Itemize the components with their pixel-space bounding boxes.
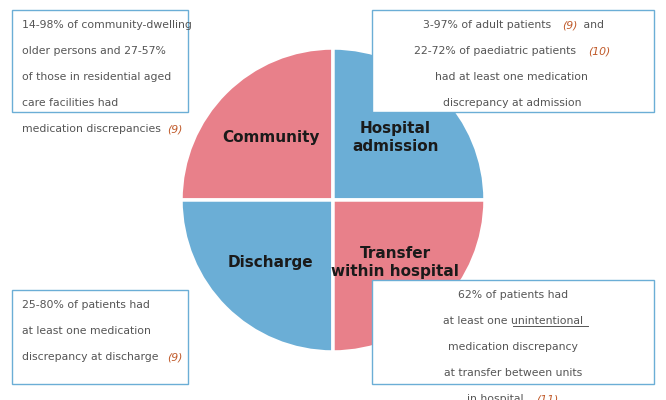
- Text: of those in residential aged: of those in residential aged: [22, 72, 171, 82]
- Text: and: and: [579, 20, 603, 30]
- Text: (9): (9): [562, 20, 577, 30]
- Wedge shape: [333, 200, 485, 352]
- Text: 3-97% of adult patients: 3-97% of adult patients: [423, 20, 555, 30]
- Text: medication discrepancy: medication discrepancy: [448, 342, 578, 352]
- Text: care facilities had: care facilities had: [22, 98, 119, 108]
- Text: 62% of patients had: 62% of patients had: [458, 290, 568, 300]
- Text: medication discrepancies: medication discrepancies: [22, 124, 165, 134]
- Text: at transfer between units: at transfer between units: [444, 368, 582, 378]
- Text: (9): (9): [167, 352, 182, 362]
- Text: Transfer
within hospital: Transfer within hospital: [332, 246, 460, 278]
- Text: older persons and 27-57%: older persons and 27-57%: [22, 46, 166, 56]
- FancyBboxPatch shape: [12, 290, 188, 384]
- Text: 25-80% of patients had: 25-80% of patients had: [22, 300, 150, 310]
- Text: at least one medication: at least one medication: [22, 326, 151, 336]
- Wedge shape: [181, 200, 333, 352]
- FancyBboxPatch shape: [12, 10, 188, 112]
- Text: (9): (9): [167, 124, 182, 134]
- Text: 14-98% of community-dwelling: 14-98% of community-dwelling: [22, 20, 192, 30]
- Text: Hospital
admission: Hospital admission: [352, 122, 439, 154]
- Text: at least one unintentional: at least one unintentional: [443, 316, 583, 326]
- Text: had at least one medication: had at least one medication: [435, 72, 587, 82]
- Text: Discharge: Discharge: [228, 255, 314, 270]
- Wedge shape: [333, 48, 485, 200]
- Text: (10): (10): [588, 46, 611, 56]
- Text: (11): (11): [536, 394, 559, 400]
- Wedge shape: [181, 48, 333, 200]
- FancyBboxPatch shape: [372, 280, 654, 384]
- Text: Community: Community: [222, 130, 320, 145]
- Text: discrepancy at discharge: discrepancy at discharge: [22, 352, 162, 362]
- FancyBboxPatch shape: [372, 10, 654, 112]
- Text: in hospital: in hospital: [467, 394, 527, 400]
- Text: discrepancy at admission: discrepancy at admission: [444, 98, 582, 108]
- Text: 22-72% of paediatric patients: 22-72% of paediatric patients: [414, 46, 580, 56]
